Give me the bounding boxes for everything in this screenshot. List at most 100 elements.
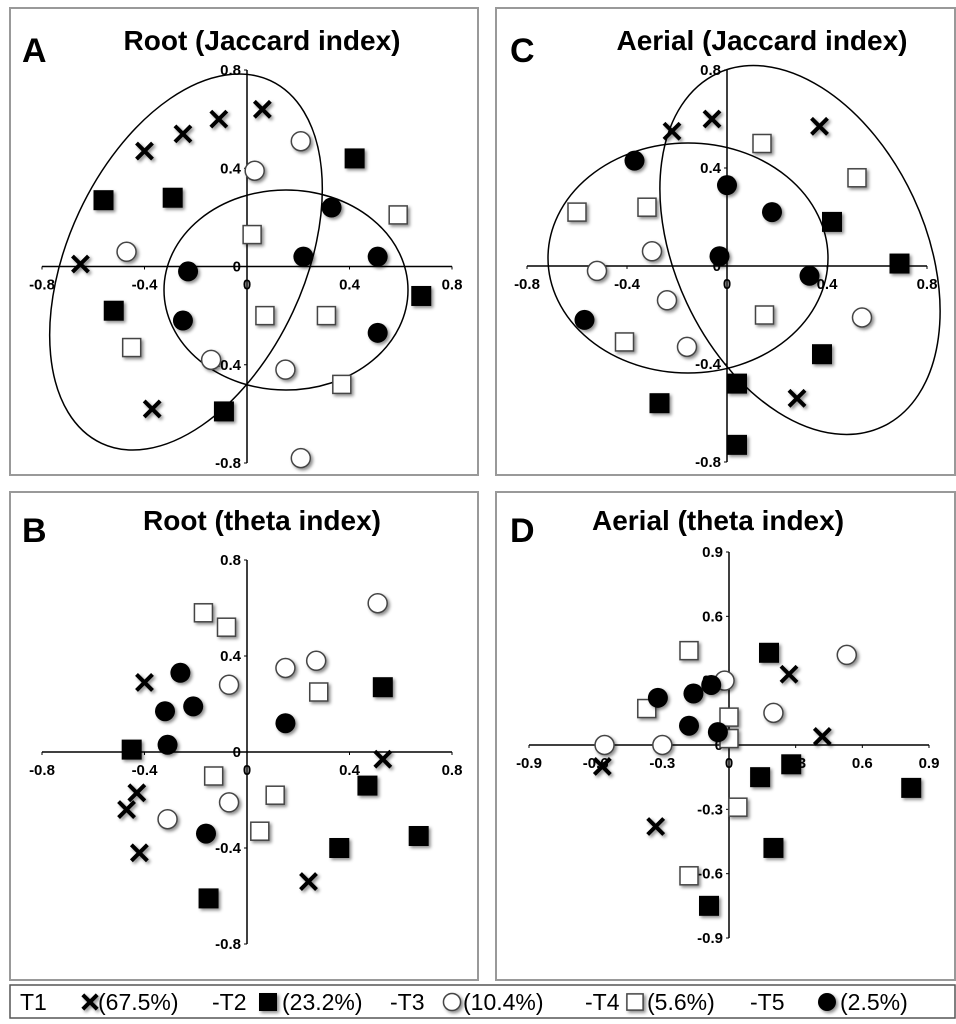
marker-x (209, 109, 229, 129)
legend: T1 (67.5%) -T2 (23.2%) -T3 (10.4%) -T4 (5.6%) -T… (20, 989, 908, 1015)
marker-stroke (135, 141, 154, 161)
marker-open-circle (244, 160, 265, 181)
marker-open-square (250, 821, 270, 841)
marker-stroke (592, 757, 612, 776)
marker-x (810, 116, 829, 136)
x-tick-label: 0.6 (852, 755, 873, 772)
marker-open-square (719, 707, 739, 727)
marker-open-circle (442, 992, 462, 1012)
marker-filled-circle (275, 713, 296, 734)
marker-open-circle (652, 734, 673, 756)
marker-filled-square (329, 838, 350, 858)
marker-open-square (567, 202, 587, 222)
marker-filled-circle (679, 715, 699, 736)
marker-open-square (193, 603, 214, 623)
marker-open-square (728, 797, 748, 817)
marker-filled-circle (624, 150, 645, 171)
marker-x (142, 399, 162, 419)
cluster-ellipse (48, 73, 324, 451)
marker-open-circle (157, 808, 178, 830)
panel-frame (495, 7, 956, 476)
marker-stroke (252, 99, 272, 119)
marker-filled-circle (178, 261, 199, 282)
scatter-panel: B Root (theta index) -0.8 -0.4 0 0.4 0.8 -0.8 -0… (22, 505, 462, 953)
marker-stroke (787, 388, 807, 408)
marker-open-circle (676, 336, 698, 358)
y-tick-label: -0.6 (697, 866, 723, 883)
marker-x (662, 121, 682, 141)
x-tick-label: 0.9 (919, 755, 940, 772)
marker-open-square (255, 305, 275, 326)
marker-stroke (71, 254, 90, 274)
marker-open-circle (594, 734, 615, 756)
marker-x (135, 672, 154, 692)
marker-filled-circle (293, 246, 314, 267)
marker-filled-circle (367, 322, 388, 343)
marker-filled-square (727, 373, 747, 394)
marker-x (702, 109, 722, 129)
marker-filled-circle (367, 246, 388, 267)
marker-open-circle (290, 130, 312, 152)
x-tick-label: 0 (725, 755, 733, 772)
marker-stroke (646, 817, 666, 836)
x-tick-label: 0 (243, 277, 251, 294)
marker-filled-square (763, 837, 784, 858)
marker-stroke (810, 116, 829, 136)
marker-open-circle (641, 241, 663, 262)
x-tick-label: 0.4 (817, 276, 839, 293)
y-tick-label: -0.4 (695, 356, 722, 373)
marker-filled-square (344, 148, 365, 169)
marker-filled-square (198, 888, 219, 909)
marker-open-square (388, 205, 408, 225)
x-tick-label: -0.8 (514, 276, 540, 293)
marker-filled-square (121, 739, 142, 760)
marker-open-circle (586, 260, 608, 282)
marker-open-circle (305, 650, 327, 672)
marker-open-square (203, 766, 224, 786)
marker-stroke (142, 399, 162, 419)
marker-x (135, 141, 154, 161)
marker-filled-circle (170, 662, 191, 683)
marker-open-circle (763, 702, 784, 724)
x-tick-label: -0.4 (132, 277, 159, 294)
x-tick-label: -0.3 (649, 755, 675, 772)
x-tick-label: 0.4 (339, 762, 361, 779)
marker-filled-circle (321, 197, 342, 218)
marker-open-square (679, 866, 699, 886)
legend-label: (23.2%) (282, 989, 363, 1015)
y-tick-label: 0 (713, 258, 721, 275)
chart-title: Root (Jaccard index) (124, 25, 401, 56)
marker-filled-circle (707, 722, 728, 743)
marker-filled-square (93, 190, 114, 211)
marker-x (127, 783, 147, 803)
x-tick-label: -0.8 (29, 762, 55, 779)
marker-open-square (679, 640, 699, 661)
y-tick-label: 0.8 (220, 552, 241, 569)
y-tick-label: -0.8 (695, 454, 721, 471)
x-tick-label: 0 (723, 276, 731, 293)
y-tick-label: -0.3 (697, 801, 723, 818)
marker-x (787, 388, 807, 408)
marker-x (71, 254, 90, 274)
marker-filled-circle (157, 734, 178, 755)
chart-title: Aerial (Jaccard index) (616, 25, 907, 56)
y-tick-label: -0.4 (215, 357, 242, 374)
marker-filled-square (822, 211, 842, 232)
legend-name: -T5 (750, 989, 785, 1015)
marker-stroke (373, 749, 393, 769)
x-tick-label: 0.4 (339, 277, 361, 294)
marker-filled-circle (709, 246, 730, 267)
y-tick-label: -0.8 (215, 936, 241, 953)
panel-letter: D (510, 512, 535, 550)
marker-filled-circle (196, 823, 216, 844)
marker-filled-square (781, 754, 802, 775)
panel-letter: C (510, 32, 535, 70)
cluster-ellipse (547, 142, 829, 374)
marker-stroke (779, 664, 799, 684)
y-tick-label: 0.6 (702, 608, 723, 625)
legend-name: -T3 (390, 989, 425, 1015)
panel-letter: B (22, 512, 47, 550)
y-tick-label: 0 (715, 737, 723, 754)
